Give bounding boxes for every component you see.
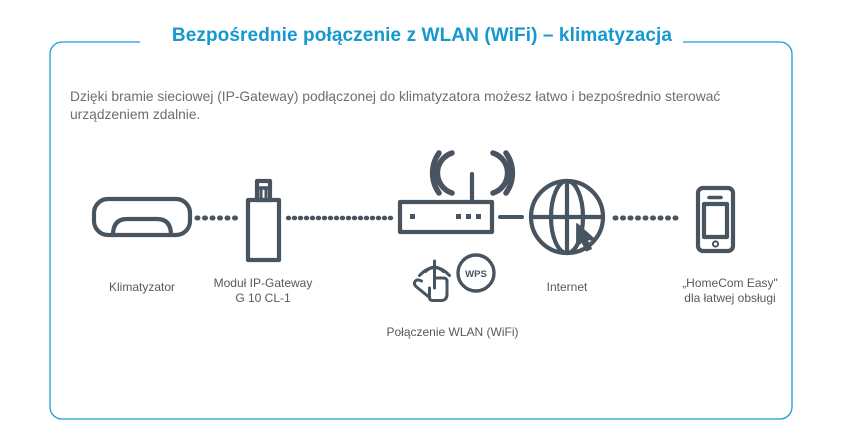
svg-text:WPS: WPS [465,269,487,280]
